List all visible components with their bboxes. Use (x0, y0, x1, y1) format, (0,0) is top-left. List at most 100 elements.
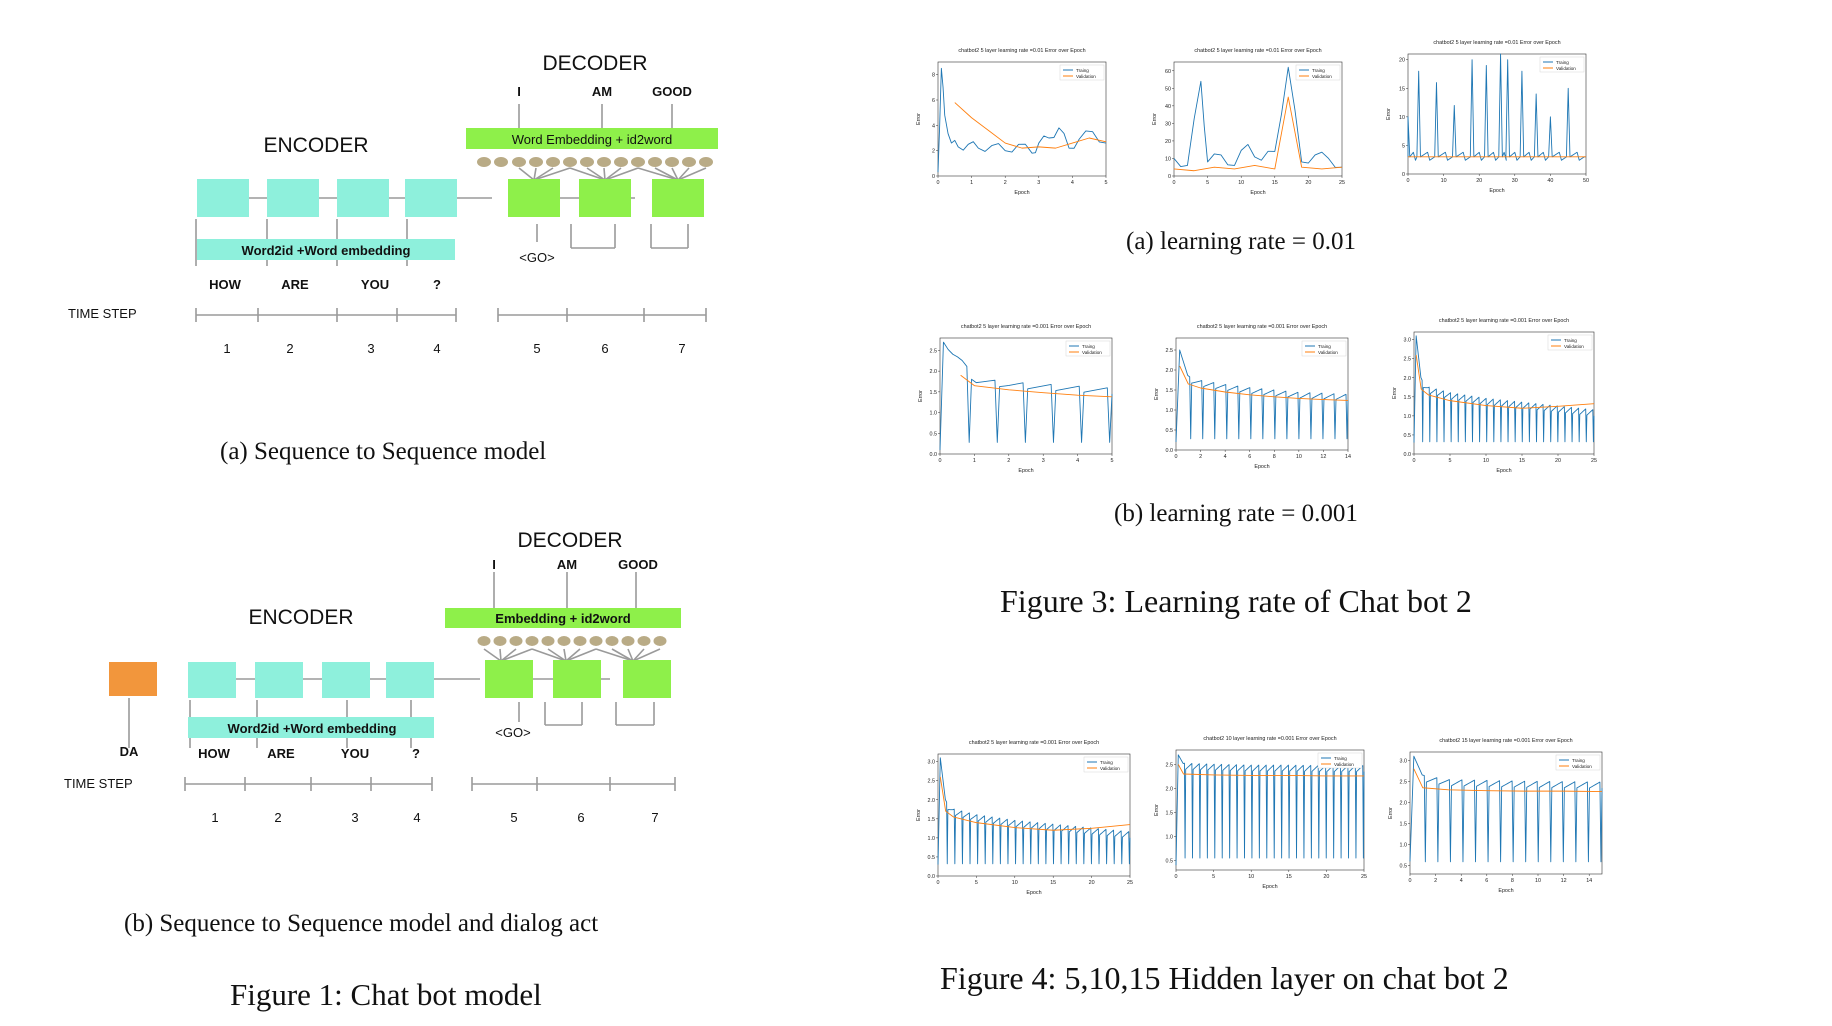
y-tick-label: 4 (932, 123, 935, 129)
legend-label: Validation (1100, 766, 1120, 771)
y-tick-label: 1.5 (1400, 822, 1408, 828)
y-tick-label: 0.0 (928, 874, 936, 880)
output-token: AM (592, 84, 612, 99)
x-tick-label: 1 (973, 458, 976, 464)
y-tick-label: 1.5 (1166, 810, 1174, 816)
y-axis-label: Error (1386, 108, 1392, 120)
input-token: ? (412, 746, 420, 761)
decoder-cell (623, 660, 671, 698)
chart-title: chatbot2 5 layer learning rate =0.01 Err… (958, 48, 1085, 54)
x-tick-label: 0 (1407, 178, 1410, 184)
y-tick-label: 0.5 (1166, 858, 1174, 864)
encoder-cell (255, 662, 303, 698)
decoder-label: DECODER (517, 529, 622, 552)
fig3b-chart-2: chatbot2 5 layer learning rate =0.001 Er… (1152, 320, 1356, 472)
fig3a-chart-2: chatbot2 5 layer learning rate =0.01 Err… (1150, 44, 1350, 198)
y-tick-label: 1.5 (928, 817, 936, 823)
y-tick-label: 2 (932, 149, 935, 155)
fig3b-caption: (b) learning rate = 0.001 (1114, 500, 1358, 527)
legend-label: Traing (1318, 344, 1331, 349)
y-tick-label: 5 (1402, 143, 1405, 149)
output-token: AM (557, 557, 577, 572)
fig1a-caption: (a) Sequence to Sequence model (220, 438, 547, 465)
output-token: I (492, 557, 496, 572)
fig1a-diagram: ENCODER DECODER Word Embedding + id2word… (60, 40, 750, 370)
fig3a-caption: (a) learning rate = 0.01 (1126, 228, 1356, 255)
legend-label: Validation (1312, 74, 1332, 79)
input-token: HOW (209, 277, 242, 292)
fig3-caption: Figure 3: Learning rate of Chat bot 2 (1000, 583, 1472, 619)
step-number: 7 (678, 341, 685, 356)
x-tick-label: 4 (1460, 878, 1463, 884)
plot-frame (937, 753, 1131, 877)
step-number: 4 (413, 810, 420, 825)
fig3a-chart-3: chatbot2 5 layer learning rate =0.01 Err… (1384, 36, 1594, 196)
step-number: 3 (367, 341, 374, 356)
legend-label: Validation (1082, 350, 1102, 355)
step-number: 4 (433, 341, 440, 356)
validation-series-line (960, 374, 1113, 398)
fig3a-chart-1: chatbot2 5 layer learning rate =0.01 Err… (914, 44, 1114, 198)
chart-title: chatbot2 5 layer learning rate =0.01 Err… (1194, 48, 1321, 54)
x-axis-label: Epoch (1250, 190, 1265, 196)
input-token: YOU (341, 746, 369, 761)
training-series-line (939, 341, 1113, 450)
legend-label: Traing (1564, 338, 1577, 343)
validation-series-line (1415, 354, 1595, 409)
training-series-line (1413, 335, 1595, 443)
step-number: 2 (286, 341, 293, 356)
x-tick-label: 6 (1248, 454, 1251, 460)
encoder-cell (322, 662, 370, 698)
x-tick-label: 0 (1409, 878, 1412, 884)
y-tick-label: 0 (1402, 172, 1405, 178)
x-tick-label: 15 (1519, 458, 1525, 464)
x-axis-label: Epoch (1498, 888, 1513, 894)
y-axis-label: Error (1392, 387, 1398, 399)
encoder-cell (337, 179, 389, 217)
step-number: 6 (577, 810, 584, 825)
chart-title: chatbot2 5 layer learning rate =0.001 Er… (969, 740, 1099, 746)
legend-label: Traing (1100, 760, 1113, 765)
plot-frame (1173, 61, 1343, 177)
encoder-embedding-label: Word2id +Word embedding (228, 721, 397, 736)
time-step-label: TIME STEP (64, 776, 133, 791)
x-tick-label: 20 (1323, 874, 1329, 880)
y-tick-label: 2.0 (928, 798, 936, 804)
x-tick-label: 5 (975, 880, 978, 886)
y-tick-label: 0.5 (1404, 433, 1412, 439)
y-tick-label: 60 (1165, 69, 1171, 75)
legend-label: Validation (1076, 74, 1096, 79)
y-tick-label: 1.0 (928, 836, 936, 842)
y-tick-label: 50 (1165, 86, 1171, 92)
training-series-line (1175, 349, 1349, 443)
x-tick-label: 5 (1105, 180, 1108, 186)
legend-label: Traing (1312, 68, 1325, 73)
x-tick-label: 5 (1212, 874, 1215, 880)
encoder-cell (197, 179, 249, 217)
y-tick-label: 0.5 (1166, 428, 1174, 434)
x-tick-label: 10 (1248, 874, 1254, 880)
decoder-label: DECODER (542, 52, 647, 75)
y-tick-label: 2.5 (928, 779, 936, 785)
encoder-embedding-bar (197, 239, 455, 260)
x-axis-label: Epoch (1489, 188, 1504, 194)
x-tick-label: 8 (1511, 878, 1514, 884)
x-tick-label: 0 (937, 180, 940, 186)
y-tick-label: 2.5 (930, 348, 938, 354)
legend-label: Traing (1082, 344, 1095, 349)
y-tick-label: 1.0 (930, 411, 938, 417)
x-tick-label: 10 (1296, 454, 1302, 460)
x-tick-label: 5 (1449, 458, 1452, 464)
validation-series-line (1177, 764, 1364, 777)
x-tick-label: 20 (1476, 178, 1482, 184)
x-tick-label: 25 (1361, 874, 1367, 880)
fig1b-diagram: ENCODER DECODER Embedding + id2word Word… (60, 522, 750, 842)
validation-series-line (1413, 768, 1603, 792)
dialog-act-cell (109, 662, 157, 696)
step-number: 1 (211, 810, 218, 825)
y-tick-label: 0.0 (1166, 448, 1174, 454)
x-tick-label: 2 (1007, 458, 1010, 464)
x-tick-label: 3 (1037, 180, 1040, 186)
x-axis-label: Epoch (1018, 468, 1033, 474)
plot-frame (1175, 337, 1349, 451)
